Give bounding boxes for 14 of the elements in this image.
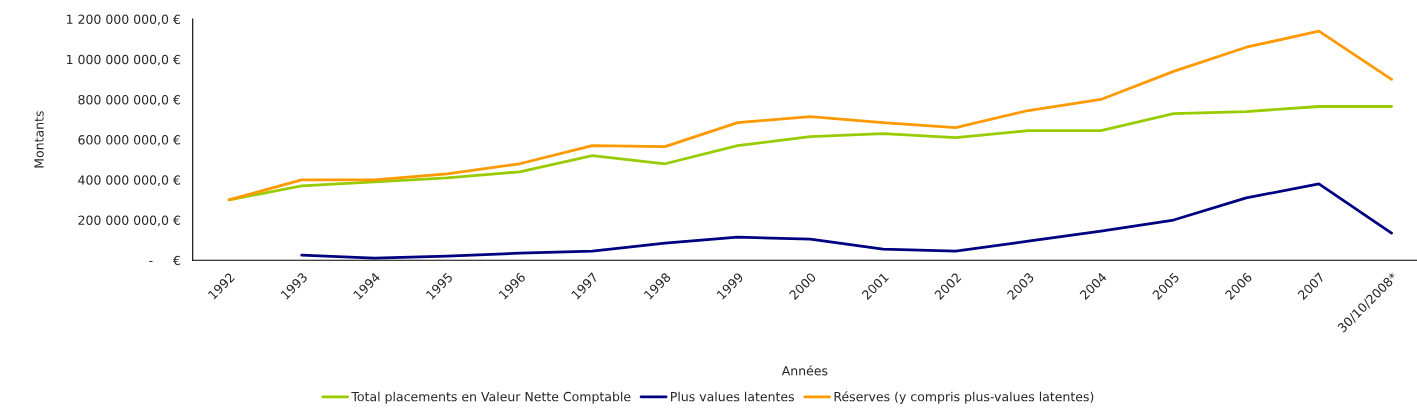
x-axis-title: Années (781, 365, 828, 376)
y-tick-label: 200 000 000,0 € (78, 215, 181, 227)
y-tick-label: 1 000 000 000,0 € (66, 54, 181, 66)
y-tick-label: 400 000 000,0 € (78, 175, 181, 187)
legend-label: Total placements en Valeur Nette Comptable (351, 391, 631, 404)
legend-label: Réserves (y compris plus-values latentes) (834, 391, 1094, 404)
y-tick-label: 800 000 000,0 € (78, 94, 181, 106)
y-axis-title: Montants (34, 111, 44, 168)
legend-label: Plus values latentes (671, 391, 794, 402)
y-tick-label: - € (149, 255, 181, 266)
line-series (227, 29, 1393, 202)
y-tick-label: 600 000 000,0 € (78, 135, 181, 146)
y-tick-label: 1 200 000 000,0 € (66, 14, 181, 26)
line-series (300, 182, 1393, 260)
